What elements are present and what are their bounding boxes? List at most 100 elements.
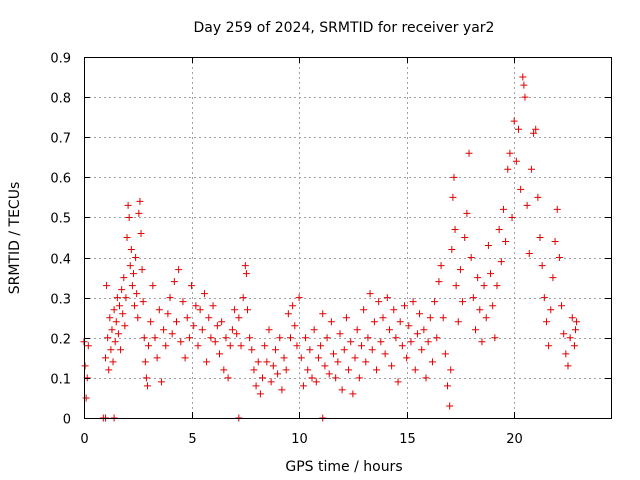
data-point: [198, 326, 206, 334]
data-point: [190, 322, 198, 330]
data-points: [80, 73, 581, 422]
data-point: [126, 262, 134, 270]
x-tick-label: 10: [291, 432, 308, 447]
data-point: [420, 326, 428, 334]
data-point: [392, 334, 400, 342]
data-point: [269, 362, 277, 370]
data-point: [140, 334, 148, 342]
data-point: [520, 81, 528, 89]
data-point: [493, 282, 501, 290]
data-point: [131, 302, 139, 310]
x-tick-label: 20: [506, 432, 523, 447]
data-point: [512, 157, 520, 165]
data-point: [558, 302, 566, 310]
data-point: [209, 302, 217, 310]
data-point: [454, 318, 462, 326]
data-point: [233, 330, 241, 338]
data-point: [527, 165, 535, 173]
data-point: [428, 358, 436, 366]
data-point: [375, 298, 383, 306]
data-point: [157, 378, 165, 386]
data-point: [449, 193, 457, 201]
data-point: [523, 201, 531, 209]
data-point: [291, 322, 299, 330]
data-point: [274, 370, 282, 378]
data-point: [194, 342, 202, 350]
data-point: [286, 334, 294, 342]
data-point: [530, 129, 538, 137]
data-point: [188, 282, 196, 290]
data-point: [370, 318, 378, 326]
data-point: [141, 358, 149, 366]
data-point: [259, 374, 267, 382]
data-point: [216, 350, 224, 358]
data-point: [109, 358, 117, 366]
data-point: [82, 394, 90, 402]
data-point: [127, 246, 135, 254]
data-point: [252, 382, 260, 390]
data-point: [474, 274, 482, 282]
data-point: [504, 165, 512, 173]
data-point: [246, 334, 254, 342]
data-point: [534, 193, 542, 201]
data-point: [491, 334, 499, 342]
data-point: [495, 225, 503, 233]
data-point: [278, 386, 286, 394]
chart-title: Day 259 of 2024, SRMTID for receiver yar…: [194, 20, 495, 36]
data-point: [172, 318, 180, 326]
data-point: [248, 346, 256, 354]
data-point: [424, 338, 432, 346]
data-point: [373, 366, 381, 374]
data-point: [242, 270, 250, 278]
data-point: [319, 310, 327, 318]
data-point: [147, 318, 155, 326]
data-point: [218, 318, 226, 326]
data-point: [506, 149, 514, 157]
data-point: [119, 310, 127, 318]
data-point: [256, 390, 264, 398]
data-point: [196, 306, 204, 314]
data-point: [532, 125, 540, 133]
y-tick-label: 0.2: [50, 333, 71, 348]
data-point: [312, 378, 320, 386]
data-point: [469, 294, 477, 302]
data-point: [134, 314, 142, 322]
y-tick-label: 0.5: [50, 212, 71, 227]
data-point: [499, 205, 507, 213]
data-point: [547, 306, 555, 314]
data-point: [282, 366, 290, 374]
data-point: [476, 306, 484, 314]
data-point: [351, 354, 359, 362]
data-point: [572, 326, 580, 334]
data-point: [153, 354, 161, 362]
y-tick-label: 0.6: [50, 172, 71, 187]
data-point: [508, 213, 516, 221]
data-point: [484, 242, 492, 250]
data-point: [162, 342, 170, 350]
data-point: [84, 342, 92, 350]
data-point: [155, 306, 163, 314]
data-point: [364, 334, 372, 342]
data-point: [166, 294, 174, 302]
data-point: [394, 378, 402, 386]
data-point: [170, 278, 178, 286]
data-point: [280, 354, 288, 362]
data-point: [435, 278, 443, 286]
data-point: [515, 125, 523, 133]
data-point: [471, 326, 479, 334]
data-point: [433, 334, 441, 342]
data-point: [106, 314, 114, 322]
data-point: [502, 238, 510, 246]
data-point: [263, 358, 271, 366]
data-point: [254, 358, 262, 366]
data-point: [536, 234, 544, 241]
data-point: [396, 318, 404, 326]
data-point: [220, 366, 228, 374]
data-point: [203, 358, 211, 366]
data-point: [139, 298, 147, 306]
data-point: [416, 310, 424, 318]
data-point: [564, 362, 572, 370]
data-point: [463, 209, 471, 217]
data-point: [426, 314, 434, 322]
